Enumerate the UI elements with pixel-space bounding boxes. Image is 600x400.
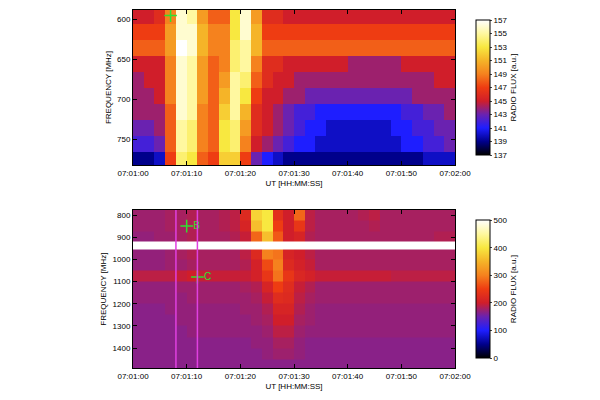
svg-text:07:01:20: 07:01:20 (225, 169, 257, 178)
svg-text:UT [HH:MM:SS]: UT [HH:MM:SS] (265, 179, 322, 188)
svg-text:07:01:00: 07:01:00 (117, 372, 149, 381)
svg-text:139: 139 (494, 137, 508, 146)
svg-text:RADIO FLUX [a.u.]: RADIO FLUX [a.u.] (509, 255, 518, 323)
svg-text:RADIO FLUX [a.u.]: RADIO FLUX [a.u.] (509, 53, 518, 121)
svg-text:07:01:30: 07:01:30 (278, 169, 310, 178)
svg-text:157: 157 (494, 16, 508, 25)
svg-text:07:01:30: 07:01:30 (278, 372, 310, 381)
svg-text:1300: 1300 (113, 322, 131, 331)
svg-text:07:02:00: 07:02:00 (439, 372, 471, 381)
svg-text:1000: 1000 (113, 255, 131, 264)
svg-text:07:01:20: 07:01:20 (225, 372, 257, 381)
svg-text:07:01:10: 07:01:10 (171, 372, 203, 381)
svg-text:700: 700 (117, 95, 131, 104)
svg-text:147: 147 (494, 83, 508, 92)
svg-text:500: 500 (494, 216, 508, 225)
svg-text:B: B (193, 220, 200, 231)
svg-text:07:01:40: 07:01:40 (332, 372, 364, 381)
svg-text:0: 0 (494, 354, 499, 363)
svg-text:137: 137 (494, 151, 508, 160)
svg-text:07:01:50: 07:01:50 (386, 372, 418, 381)
svg-text:155: 155 (494, 29, 508, 38)
svg-text:151: 151 (494, 56, 508, 65)
svg-text:07:01:50: 07:01:50 (386, 169, 418, 178)
svg-text:1200: 1200 (113, 299, 131, 308)
svg-text:07:01:40: 07:01:40 (332, 169, 364, 178)
svg-text:UT [HH:MM:SS]: UT [HH:MM:SS] (265, 382, 322, 391)
svg-text:07:02:00: 07:02:00 (439, 169, 471, 178)
svg-text:143: 143 (494, 110, 508, 119)
svg-text:145: 145 (494, 97, 508, 106)
svg-text:650: 650 (117, 55, 131, 64)
svg-text:600: 600 (117, 15, 131, 24)
svg-text:900: 900 (117, 233, 131, 242)
svg-text:100: 100 (494, 326, 508, 335)
svg-text:300: 300 (494, 271, 508, 280)
svg-text:C: C (204, 271, 211, 282)
svg-text:07:01:00: 07:01:00 (117, 169, 149, 178)
svg-text:07:01:10: 07:01:10 (171, 169, 203, 178)
svg-text:FREQUENCY [MHz]: FREQUENCY [MHz] (104, 51, 113, 124)
svg-text:153: 153 (494, 43, 508, 52)
svg-text:1400: 1400 (113, 344, 131, 353)
svg-text:200: 200 (494, 299, 508, 308)
svg-text:141: 141 (494, 124, 508, 133)
svg-text:149: 149 (494, 70, 508, 79)
svg-text:FREQUENCY [MHz]: FREQUENCY [MHz] (99, 252, 108, 325)
svg-text:400: 400 (494, 244, 508, 253)
svg-text:750: 750 (117, 135, 131, 144)
svg-text:1100: 1100 (113, 277, 131, 286)
svg-text:800: 800 (117, 211, 131, 220)
